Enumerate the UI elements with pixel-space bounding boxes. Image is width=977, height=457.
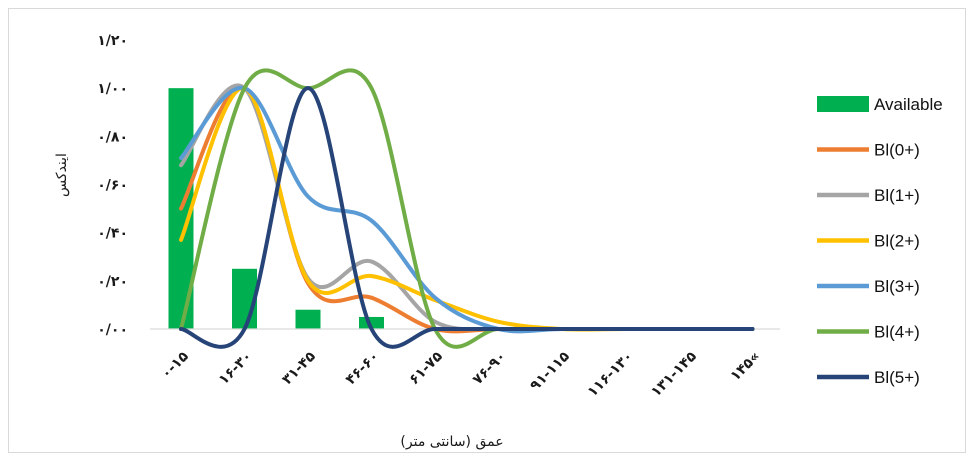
legend-label: Bl(1+): [874, 186, 920, 205]
legend-label: Bl(2+): [874, 232, 920, 251]
y-tick-label: ۰/۸۰: [97, 129, 128, 145]
bars: [168, 88, 384, 330]
bar: [359, 316, 384, 329]
x-tick-label: ۱۴۵«: [727, 349, 763, 385]
series-line: [179, 83, 755, 332]
x-tick-label: ۹۱-۱۱۵: [527, 348, 573, 394]
x-tick-label: ۴۶-۶۰: [343, 349, 383, 389]
x-tick-label: ۱۳۱-۱۴۵: [648, 348, 700, 400]
x-axis-title: عمق (سانتی متر): [400, 434, 503, 450]
x-axis-ticks: ۰-۱۵ ۱۶-۳۰ ۳۱-۴۵ ۴۶-۶۰ ۶۱-۷۵ ۷۶-۹۰ ۹۱-۱۱۵ ۱۱۶-۱…: [158, 348, 763, 400]
series-line: [179, 86, 755, 349]
series-lines: [179, 68, 755, 349]
legend-label: Available: [874, 95, 943, 114]
series-line: [179, 86, 755, 332]
legend-label: Bl(3+): [874, 277, 920, 296]
y-tick-label: ۰/۰۰: [97, 322, 128, 338]
y-tick-label: ۰/۶۰: [97, 178, 128, 194]
series-line: [179, 85, 755, 334]
legend-label: Bl(4+): [874, 323, 920, 342]
legend-label: Bl(5+): [874, 368, 920, 387]
x-tick-label: ۳۱-۴۵: [279, 348, 319, 388]
x-tick-label: ۱۶-۳۰: [216, 349, 256, 389]
y-tick-label: ۰/۲۰: [97, 274, 128, 290]
y-tick-label: ۱/۲۰: [97, 33, 128, 49]
legend-label: Bl(0+): [874, 141, 920, 160]
series-line: [179, 86, 755, 334]
legend: Available Bl(0+) Bl(1+) Bl(2+) Bl(3+) Bl(4+) B…: [817, 95, 943, 387]
y-axis-title: ایندکس: [54, 153, 70, 197]
series-line: [179, 68, 755, 349]
y-tick-label: ۱/۰۰: [97, 81, 128, 97]
x-tick-label: ۱۱۶-۱۳۰: [585, 349, 637, 401]
y-axis-ticks: ۰/۰۰ ۰/۲۰ ۰/۴۰ ۰/۶۰ ۰/۸۰ ۱/۰۰ ۱/۲۰: [97, 33, 128, 338]
x-tick-label: ۶۱-۷۵: [406, 348, 446, 388]
bar: [295, 309, 321, 329]
y-tick-label: ۰/۴۰: [97, 226, 128, 242]
chart-frame: [8, 8, 966, 453]
legend-swatch: [817, 96, 869, 112]
x-tick-label: ۰-۱۵: [158, 348, 192, 382]
x-tick-label: ۷۶-۹۰: [470, 349, 510, 389]
